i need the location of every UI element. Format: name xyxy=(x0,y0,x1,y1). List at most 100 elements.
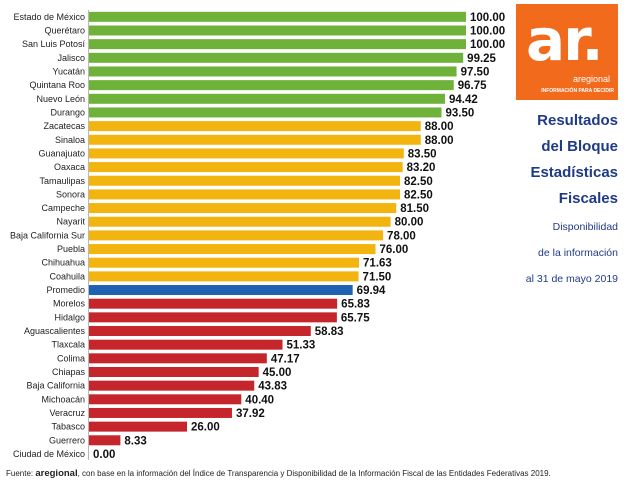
category-label: Jalisco xyxy=(57,53,85,63)
logo-tagline: INFORMACIÓN PARA DECIDIR xyxy=(541,88,614,94)
category-label: Durango xyxy=(50,107,85,117)
category-label: Hidalgo xyxy=(54,312,85,322)
value-label: 94.42 xyxy=(449,94,478,106)
category-label: Yucatán xyxy=(52,66,85,76)
bar xyxy=(89,366,259,377)
category-label: Ciudad de México xyxy=(13,449,85,459)
value-label: 71.63 xyxy=(363,258,392,270)
value-label: 76.00 xyxy=(380,244,409,256)
footer-text: , con base en la información del Índice … xyxy=(77,469,551,478)
title-line-4: Fiscales xyxy=(558,190,618,207)
bar xyxy=(89,244,376,255)
bar xyxy=(89,121,421,132)
bar xyxy=(89,285,353,296)
value-label: 37.92 xyxy=(236,408,265,420)
category-label: Oaxaca xyxy=(54,162,85,172)
subtitle-line-3: al 31 de mayo 2019 xyxy=(525,273,618,285)
logo-brand: aregional xyxy=(572,74,610,84)
category-label: Morelos xyxy=(53,299,86,309)
value-label: 8.33 xyxy=(124,435,146,447)
bar xyxy=(89,326,311,337)
category-label: San Luis Potosí xyxy=(22,39,86,49)
bar xyxy=(89,66,457,77)
footer-prefix: Fuente: xyxy=(6,469,36,478)
category-label: Michoacán xyxy=(41,394,85,404)
subtitle-line-1: Disponibilidad xyxy=(552,221,618,233)
value-label: 0.00 xyxy=(93,449,115,461)
value-label: 83.20 xyxy=(407,162,436,174)
value-label: 93.50 xyxy=(445,107,474,119)
value-label: 82.50 xyxy=(404,176,433,188)
category-label: Tlaxcala xyxy=(51,340,85,350)
value-label: 78.00 xyxy=(387,230,416,242)
bar xyxy=(89,421,188,432)
value-label: 26.00 xyxy=(191,422,220,434)
title-line-1: Resultados xyxy=(537,112,618,129)
bar xyxy=(89,394,242,405)
category-label: Baja California xyxy=(26,381,85,391)
category-label: Nuevo León xyxy=(36,94,85,104)
value-label: 99.25 xyxy=(467,53,496,65)
bar xyxy=(89,39,466,50)
category-label: Campeche xyxy=(41,203,85,213)
title-line-3: Estadísticas xyxy=(530,164,618,181)
category-label: Guerrero xyxy=(49,435,85,445)
category-label: Chihuahua xyxy=(41,258,85,268)
value-label: 80.00 xyxy=(395,217,424,229)
value-label: 81.50 xyxy=(400,203,429,215)
bar xyxy=(89,353,267,364)
value-label: 65.83 xyxy=(341,299,370,311)
bar xyxy=(89,230,384,241)
value-label: 100.00 xyxy=(470,12,505,24)
value-label: 97.50 xyxy=(461,66,490,78)
value-label: 71.50 xyxy=(363,271,392,283)
category-label: Zacatecas xyxy=(43,121,85,131)
category-label: Baja California Sur xyxy=(10,230,85,240)
bar xyxy=(89,203,397,214)
bar xyxy=(89,11,466,22)
value-label: 47.17 xyxy=(271,353,300,365)
category-label: Aguascalientes xyxy=(24,326,86,336)
category-label: Chiapas xyxy=(52,367,86,377)
value-label: 83.50 xyxy=(408,148,437,160)
bar xyxy=(89,162,403,173)
logo-mark: ar. xyxy=(526,6,604,74)
bar xyxy=(89,52,464,63)
bar xyxy=(89,80,454,91)
source-footer: Fuente: aregional, con base en la inform… xyxy=(6,468,551,479)
category-label: Sonora xyxy=(56,189,85,199)
category-label: Guanajuato xyxy=(38,148,85,158)
bar xyxy=(89,189,401,200)
value-label: 82.50 xyxy=(404,189,433,201)
value-label: 96.75 xyxy=(458,80,487,92)
value-label: 58.83 xyxy=(315,326,344,338)
category-label: Promedio xyxy=(46,285,85,295)
category-label: Puebla xyxy=(57,244,85,254)
value-label: 69.94 xyxy=(357,285,386,297)
bar xyxy=(89,271,359,282)
category-label: Querétaro xyxy=(44,25,85,35)
bar xyxy=(89,407,232,418)
title-line-2: del Bloque xyxy=(541,138,618,155)
bar xyxy=(89,93,445,104)
bar xyxy=(89,216,391,227)
bar xyxy=(89,312,337,323)
bar xyxy=(89,257,360,268)
bar xyxy=(89,107,442,118)
category-label: Colima xyxy=(57,353,85,363)
category-label: Tamaulipas xyxy=(39,176,85,186)
value-label: 88.00 xyxy=(425,135,454,147)
bar xyxy=(89,134,421,145)
value-label: 45.00 xyxy=(263,367,292,379)
bar xyxy=(89,25,466,36)
bar xyxy=(89,175,401,186)
subtitle-line-2: de la información xyxy=(538,247,618,259)
value-label: 100.00 xyxy=(470,25,505,37)
footer-source: aregional xyxy=(35,468,78,479)
category-label: Sinaloa xyxy=(55,135,85,145)
value-label: 88.00 xyxy=(425,121,454,133)
value-label: 40.40 xyxy=(245,394,274,406)
bar xyxy=(89,148,404,159)
category-label: Veracruz xyxy=(49,408,85,418)
